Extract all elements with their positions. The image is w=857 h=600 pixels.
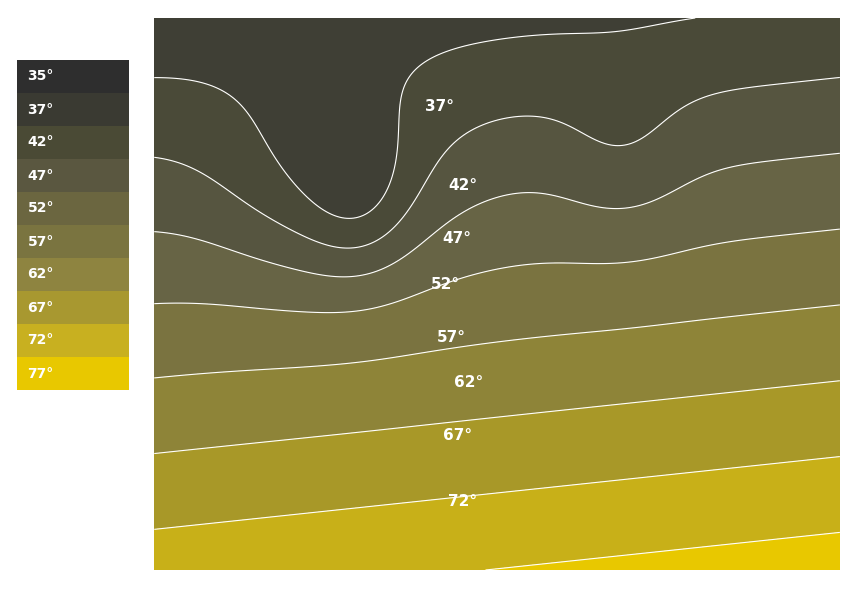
Text: 37°: 37° <box>27 103 54 116</box>
Text: 57°: 57° <box>27 235 54 248</box>
Text: 67°: 67° <box>27 301 54 314</box>
Text: 72°: 72° <box>27 334 54 347</box>
Text: 52°: 52° <box>27 202 54 215</box>
Text: 72°: 72° <box>448 493 477 509</box>
Text: 42°: 42° <box>27 136 54 149</box>
Text: 37°: 37° <box>425 99 454 114</box>
Text: 35°: 35° <box>27 70 54 83</box>
Text: 57°: 57° <box>437 330 466 345</box>
Text: 77°: 77° <box>27 367 54 380</box>
Text: 67°: 67° <box>442 428 471 443</box>
Text: 62°: 62° <box>454 375 483 390</box>
Text: 47°: 47° <box>27 169 54 182</box>
Text: 42°: 42° <box>448 178 477 193</box>
Text: 47°: 47° <box>442 232 471 247</box>
Text: 52°: 52° <box>431 277 460 292</box>
Text: 62°: 62° <box>27 268 54 281</box>
